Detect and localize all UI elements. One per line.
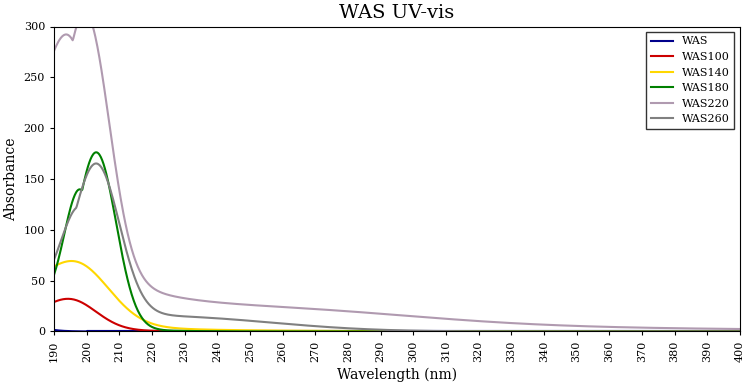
- WAS180: [91, 150, 100, 155]
- WAS: [82, 329, 91, 334]
- WAS: [352, 328, 361, 333]
- Title: WAS UV-vis: WAS UV-vis: [339, 4, 455, 22]
- WAS140: [585, 329, 594, 334]
- WAS100: [49, 300, 58, 304]
- WAS180: [352, 329, 361, 334]
- WAS260: [736, 329, 745, 334]
- WAS140: [49, 264, 58, 269]
- WAS140: [327, 328, 336, 333]
- Line: WAS180: WAS180: [54, 152, 740, 332]
- WAS220: [598, 324, 607, 329]
- WAS140: [67, 259, 76, 263]
- WAS100: [521, 329, 530, 334]
- WAS220: [585, 324, 594, 328]
- Legend: WAS, WAS100, WAS140, WAS180, WAS220, WAS260: WAS, WAS100, WAS140, WAS180, WAS220, WAS…: [646, 32, 734, 129]
- WAS: [327, 328, 336, 333]
- WAS180: [736, 329, 745, 334]
- WAS260: [91, 161, 100, 166]
- WAS100: [585, 329, 594, 334]
- WAS260: [327, 325, 336, 330]
- WAS: [121, 328, 130, 333]
- Line: WAS220: WAS220: [54, 12, 740, 329]
- WAS: [585, 328, 594, 333]
- WAS100: [598, 329, 607, 334]
- Line: WAS140: WAS140: [54, 261, 740, 332]
- WAS: [598, 328, 607, 333]
- WAS180: [327, 329, 336, 334]
- WAS140: [598, 329, 607, 334]
- WAS100: [64, 296, 73, 301]
- WAS260: [352, 327, 361, 331]
- X-axis label: Wavelength (nm): Wavelength (nm): [337, 367, 457, 382]
- Y-axis label: Absorbance: Absorbance: [4, 137, 18, 221]
- WAS180: [49, 272, 58, 277]
- WAS260: [585, 329, 594, 334]
- WAS: [521, 328, 530, 333]
- WAS140: [352, 328, 361, 333]
- WAS220: [49, 48, 58, 53]
- WAS: [736, 328, 745, 333]
- WAS: [49, 328, 58, 332]
- WAS180: [521, 329, 530, 334]
- Line: WAS: WAS: [54, 330, 740, 332]
- WAS220: [736, 327, 745, 331]
- WAS100: [121, 325, 130, 330]
- WAS220: [81, 10, 90, 15]
- Line: WAS260: WAS260: [54, 164, 740, 332]
- WAS140: [736, 329, 745, 334]
- WAS100: [736, 329, 745, 334]
- WAS220: [521, 322, 530, 326]
- WAS100: [327, 329, 336, 334]
- WAS180: [598, 329, 607, 334]
- WAS220: [121, 218, 130, 223]
- WAS260: [121, 243, 130, 247]
- WAS260: [49, 257, 58, 262]
- WAS100: [352, 329, 361, 334]
- WAS140: [121, 304, 130, 309]
- WAS260: [521, 329, 530, 334]
- WAS180: [121, 265, 130, 270]
- WAS220: [327, 308, 336, 313]
- WAS220: [352, 310, 361, 314]
- Line: WAS100: WAS100: [54, 299, 740, 332]
- WAS140: [521, 329, 530, 334]
- WAS180: [585, 329, 594, 334]
- WAS260: [598, 329, 607, 334]
